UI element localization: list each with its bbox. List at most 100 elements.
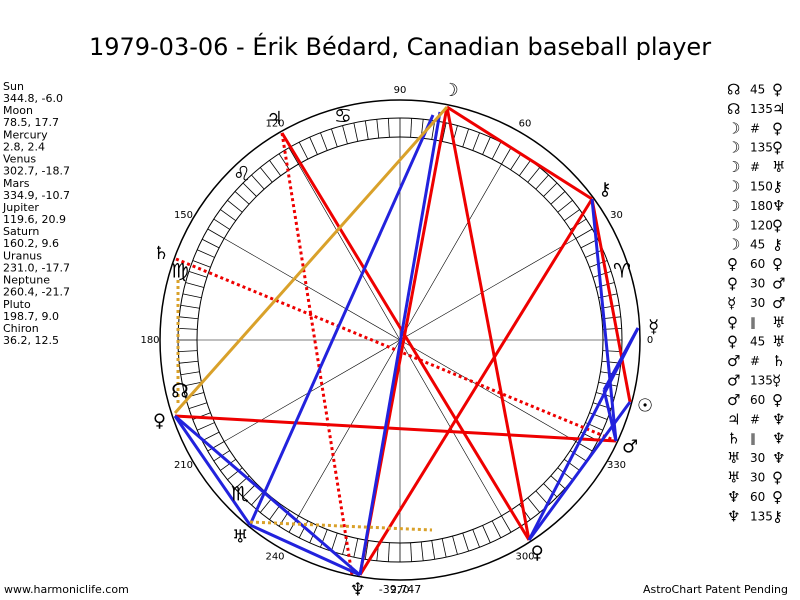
aspect-planet: ♃ bbox=[727, 410, 740, 428]
planet-glyph: ♆ bbox=[350, 579, 366, 600]
aspect-planet: ♂ bbox=[727, 372, 740, 390]
planet-glyph: ⚷ bbox=[598, 179, 611, 200]
aspect-planet: ☽ bbox=[727, 158, 740, 176]
aspect-line bbox=[445, 106, 531, 541]
outer-circle bbox=[159, 99, 641, 581]
planet-glyph: ♅ bbox=[232, 526, 248, 547]
ring-tick bbox=[251, 174, 265, 190]
ring-tick bbox=[227, 199, 243, 213]
planet-coords: 2.8, 2.4 bbox=[3, 140, 45, 153]
aspect-planet: ☽ bbox=[727, 236, 740, 254]
ring-tick bbox=[178, 327, 198, 330]
planet-name: Pluto bbox=[3, 298, 31, 311]
aspect-planet: ♆ bbox=[772, 197, 785, 215]
ring-tick bbox=[452, 535, 458, 555]
ring-tick bbox=[543, 182, 558, 197]
aspect-angle: 30 bbox=[750, 296, 765, 310]
planet-coords: 344.8, -6.0 bbox=[3, 92, 63, 105]
aspect-planet: ♆ bbox=[727, 488, 740, 506]
ring-tick bbox=[207, 228, 225, 239]
aspect-planet: ♀ bbox=[772, 216, 783, 234]
ring-tick bbox=[179, 316, 199, 320]
planet-name: Neptune bbox=[3, 274, 50, 287]
ring-tick bbox=[320, 529, 328, 548]
ring-tick bbox=[202, 431, 220, 442]
planet-glyph: ♀ bbox=[531, 543, 544, 564]
planet-name: Venus bbox=[3, 153, 36, 166]
planet-coords: 302.7, -18.7 bbox=[3, 165, 70, 178]
aspect-angle: 135 bbox=[750, 374, 773, 388]
ring-tick bbox=[410, 118, 413, 138]
aspect-line bbox=[174, 414, 361, 577]
planet-glyph: ☽ bbox=[443, 80, 459, 101]
aspect-angle: 45 bbox=[750, 238, 765, 252]
aspect-planet: ☽ bbox=[727, 216, 740, 234]
aspect-planet: ♀ bbox=[772, 488, 783, 506]
sign-glyph: ♏ bbox=[231, 482, 249, 506]
aspect-planet: ♀ bbox=[772, 119, 783, 137]
aspect-planet: ♂ bbox=[727, 391, 740, 409]
sign-glyph: ♍ bbox=[171, 259, 189, 283]
ring-tick bbox=[510, 153, 522, 170]
bottom-number: -39,747 bbox=[379, 583, 421, 596]
ring-tick bbox=[182, 381, 202, 387]
degree-label: 210 bbox=[174, 460, 193, 471]
aspect-planet: ☿ bbox=[727, 294, 736, 312]
aspect-angle: # bbox=[750, 160, 760, 174]
ring-tick bbox=[179, 360, 199, 364]
planet-glyph: ☉ bbox=[637, 396, 653, 417]
aspect-angle: 60 bbox=[750, 393, 765, 407]
ring-tick bbox=[220, 209, 237, 222]
planet-coords: 231.0, -17.7 bbox=[3, 261, 70, 274]
aspect-planet: ♃ bbox=[772, 100, 785, 118]
aspect-line bbox=[280, 132, 531, 541]
planet-coords: 36.2, 12.5 bbox=[3, 334, 59, 347]
title: 1979-03-06 - Érik Bédard, Canadian baseb… bbox=[89, 32, 711, 61]
ring-tick bbox=[543, 483, 558, 498]
aspect-line bbox=[358, 111, 442, 576]
aspect-line bbox=[248, 114, 435, 526]
ring-tick bbox=[182, 293, 202, 299]
ring-tick bbox=[288, 147, 299, 165]
aspect-line bbox=[590, 198, 632, 403]
ring-tick bbox=[431, 540, 436, 560]
aspect-line bbox=[446, 105, 593, 201]
aspect-angle: 150 bbox=[750, 180, 773, 194]
aspect-angle: # bbox=[750, 412, 760, 426]
ring-tick bbox=[309, 137, 318, 155]
aspect-planet: ♅ bbox=[727, 449, 740, 467]
planet-glyph: ♀ bbox=[153, 410, 166, 431]
ring-tick bbox=[472, 132, 480, 151]
ring-tick bbox=[420, 541, 424, 561]
footer-right: AstroChart Patent Pending bbox=[643, 583, 788, 596]
ring-tick bbox=[575, 228, 593, 239]
aspect-angle: 30 bbox=[750, 471, 765, 485]
ring-tick bbox=[535, 490, 549, 506]
planet-name: Uranus bbox=[3, 249, 42, 262]
spoke bbox=[298, 164, 401, 341]
aspect-angle: 120 bbox=[750, 218, 773, 232]
ring-tick bbox=[188, 402, 208, 409]
aspect-planet: ♀ bbox=[727, 255, 738, 273]
aspect-planet: ♅ bbox=[772, 333, 785, 351]
ring-tick bbox=[595, 282, 615, 288]
aspect-angle: 135 bbox=[750, 102, 773, 116]
ring-tick bbox=[213, 218, 230, 230]
aspect-planet: ⚷ bbox=[772, 236, 783, 254]
degree-label: 90 bbox=[394, 85, 407, 96]
ring-tick bbox=[259, 497, 273, 513]
ring-tick bbox=[192, 260, 211, 268]
ring-tick bbox=[491, 142, 502, 160]
degree-label: 270 bbox=[390, 585, 409, 596]
ring-tick bbox=[387, 542, 390, 562]
ring-tick bbox=[462, 532, 469, 552]
ring-tick bbox=[535, 174, 549, 190]
aspect-planet: ☿ bbox=[772, 372, 781, 390]
signs: ♋ ♌ ♈ ♍ ♏ ☊ bbox=[171, 104, 631, 506]
ring-tick bbox=[180, 304, 200, 309]
ring-tick bbox=[472, 529, 480, 548]
aspect-angle: 45 bbox=[750, 335, 765, 349]
aspect-angle: # bbox=[750, 121, 760, 135]
sign-glyph: ♋ bbox=[334, 104, 352, 128]
ring-tick bbox=[557, 199, 573, 213]
